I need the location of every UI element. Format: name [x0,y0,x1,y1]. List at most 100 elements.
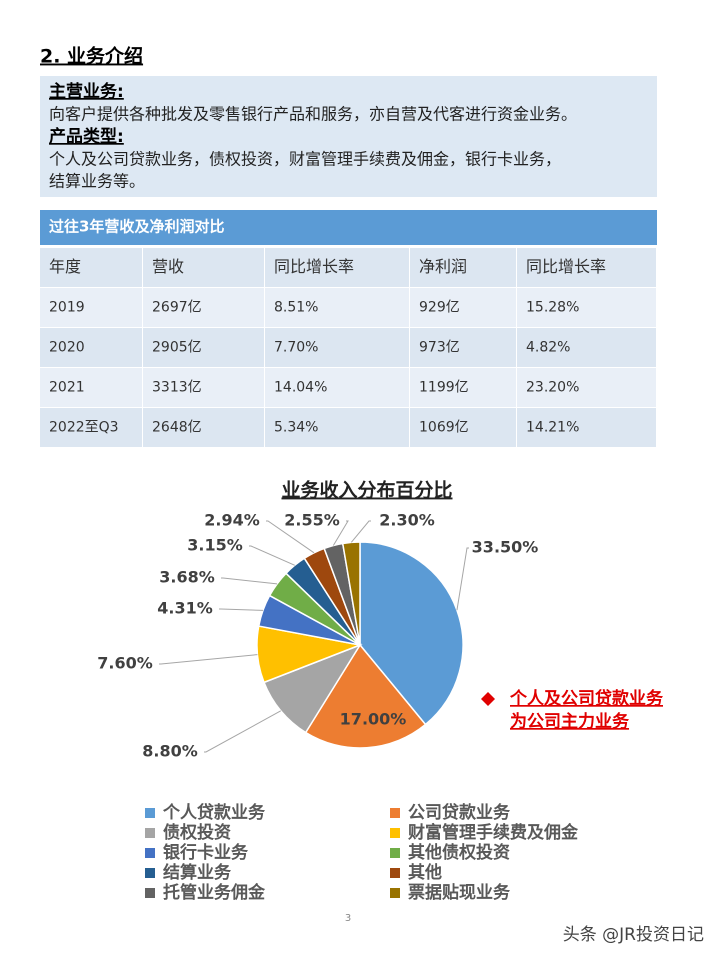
table-cell [40,288,142,327]
legend-label: 公司贷款业务 [408,802,511,823]
legend-swatch [390,828,400,838]
table-text: 929亿 [419,300,460,316]
column-header: 净利润 [419,257,467,276]
table-text: 2648亿 [152,420,202,436]
legend-swatch [390,888,400,898]
table-text: 1069亿 [419,420,469,436]
chart-title: 业务收入分布百分比 [281,479,452,502]
table-cell [265,408,409,447]
table-text: 2697亿 [152,300,202,316]
data-label: 33.50% [472,538,539,557]
legend-swatch [390,848,400,858]
table-cell [265,328,409,367]
table-cell [265,288,409,327]
table-text: 14.21% [526,420,579,436]
section-title: 2. 业务介绍 [40,45,143,68]
leader-line [219,608,264,611]
column-header: 营收 [152,257,184,276]
table-cell [265,248,409,287]
table-cell [40,328,142,367]
table-cell [517,328,656,367]
legend-label: 票据贴现业务 [408,882,511,903]
table-cell [40,408,142,447]
table-text: 973亿 [419,340,460,356]
data-label: 2.94% [204,511,260,530]
table-cell [40,248,142,287]
table-cell [410,408,516,447]
leader-line [221,577,278,585]
intro-box [40,76,657,197]
table-text: 14.04% [274,380,327,396]
table-cell [265,368,409,407]
table-text: 1199亿 [419,380,469,396]
bullet [481,692,495,706]
legend-label: 银行卡业务 [163,842,249,863]
data-label: 7.60% [97,654,153,673]
table-cell [410,248,516,287]
table-cell [143,408,264,447]
intro-text: 向客户提供各种批发及零售银行产品和服务，亦自营及代客进行资金业务。 [49,105,577,124]
table-text: 2022至Q3 [49,420,119,436]
leader-line [332,520,349,546]
table-text: 3313亿 [152,380,202,396]
pie-slice [304,643,427,749]
data-label: 3.68% [159,568,215,587]
table-text: 2019 [49,300,85,316]
leader-line [159,654,258,665]
table-cell [517,248,656,287]
data-label: 8.80% [142,742,198,761]
table-text: 15.28% [526,300,579,316]
legend-swatch [145,848,155,858]
data-label: 17.00% [340,710,407,729]
table-text: 23.20% [526,380,579,396]
table: 年度 营收 同比增长率 净利润 同比增长率 2019 2697亿 8.51% 929亿 15.28… [40,248,656,447]
table-cell [517,288,656,327]
legend-label: 结算业务 [163,862,232,883]
data-label: 3.15% [187,536,243,555]
table-text: 2905亿 [152,340,202,356]
pie-slice [341,541,361,646]
leader-line [456,547,469,611]
table-text: 4.82% [526,340,570,356]
table-text: 5.34% [274,420,318,436]
data-label: 2.30% [379,511,435,530]
table-cell [517,408,656,447]
intro-text: 结算业务等。 [49,172,145,191]
legend-swatch [145,828,155,838]
column-header: 同比增长率 [274,257,354,276]
table-cell [517,368,656,407]
legend-swatch [390,868,400,878]
intro-label: 主营业务: [49,81,124,102]
table-text: 2020 [49,340,85,356]
page-number: 3 [345,913,351,924]
table-title: 过往3年营收及净利润对比 [49,218,224,236]
leader-line [266,520,315,554]
legend-label: 个人贷款业务 [162,802,266,823]
table-text: 8.51% [274,300,318,316]
legend-label: 托管业务佣金 [163,882,266,903]
table-cell [410,368,516,407]
annotation: 个人及公司贷款业务 [509,688,664,709]
intro-text: 个人及公司贷款业务，债权投资，财富管理手续费及佣金，银行卡业务， [49,150,561,169]
table-text: 2021 [49,380,85,396]
legend-swatch [145,888,155,898]
pie-chart: 33.50% 17.00% 8.80% 7.60% 4.31% 3.68% 3.15% 2.9… [97,511,538,761]
annotation: 为公司主力业务 [510,711,630,732]
data-label: 4.31% [157,599,213,618]
table-cell [143,288,264,327]
table-title-bar [40,210,657,245]
legend-label: 其他 [408,862,442,883]
legend-label: 其他债权投资 [408,842,510,863]
table-cell [410,288,516,327]
table-cell [143,248,264,287]
table-text: 7.70% [274,340,318,356]
table-cell [40,368,142,407]
leader-line [204,710,282,753]
leader-line [350,520,371,543]
intro-label: 产品类型: [49,126,124,147]
legend-swatch [145,868,155,878]
table-cell [410,328,516,367]
